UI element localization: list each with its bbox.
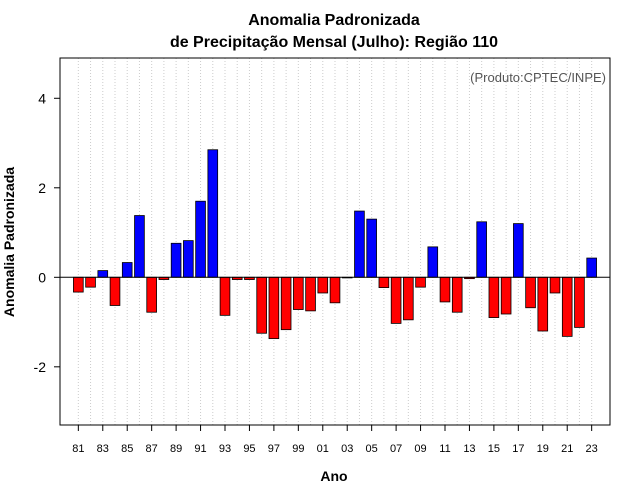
bar-2020 — [549, 276, 561, 294]
x-tick-label: 15 — [488, 443, 500, 455]
y-axis: -2 0 2 4 — [34, 90, 60, 375]
x-tick-label: 11 — [439, 443, 450, 455]
x-tick-label: 83 — [97, 443, 109, 455]
bar-2010 — [427, 246, 439, 278]
bar-1986 — [134, 215, 145, 278]
bar-2009 — [415, 276, 426, 288]
x-tick-label: 99 — [292, 443, 304, 455]
bar-2014 — [476, 221, 487, 278]
bar-2006 — [378, 276, 390, 288]
x-tick-label: 91 — [194, 443, 206, 455]
bar-2022 — [574, 276, 585, 328]
bar-2004 — [354, 210, 365, 278]
y-tick-label: 2 — [38, 180, 46, 196]
bar-1991 — [195, 200, 206, 278]
bar-1999 — [293, 276, 304, 310]
x-tick-label: 87 — [146, 443, 158, 455]
x-tick-label: 17 — [512, 443, 524, 455]
bar-2019 — [537, 276, 549, 332]
bar-1989 — [170, 242, 182, 278]
bar-2016 — [500, 276, 512, 315]
bar-1983 — [97, 270, 109, 278]
bar-2011 — [439, 276, 451, 303]
bar-1987 — [146, 276, 157, 313]
x-tick-label: 89 — [170, 443, 182, 455]
bar-2005 — [366, 218, 377, 278]
bar-1990 — [183, 240, 194, 278]
bar-2023 — [586, 257, 597, 278]
bar-2012 — [451, 276, 463, 313]
bar-series — [73, 149, 597, 340]
bar-1982 — [85, 276, 96, 288]
bar-1984 — [109, 276, 121, 306]
y-axis-title: Anomalia Padronizada — [1, 167, 17, 317]
x-tick-label: 19 — [537, 443, 549, 455]
bar-2017 — [513, 223, 524, 278]
x-tick-label: 21 — [561, 443, 573, 455]
x-tick-label: 81 — [72, 443, 84, 455]
bar-1996 — [256, 276, 267, 334]
bar-2007 — [390, 276, 402, 324]
x-axis-title: Ano — [320, 468, 347, 484]
bar-1985 — [121, 262, 133, 278]
x-tick-label: 13 — [463, 443, 475, 455]
bar-1981 — [73, 276, 84, 293]
plot-frame — [59, 57, 611, 426]
x-tick-label: 23 — [586, 443, 598, 455]
y-tick-label: 0 — [38, 269, 46, 285]
x-tick-label: 03 — [341, 443, 353, 455]
x-tick-label: 05 — [366, 443, 378, 455]
y-tick-label: 4 — [38, 90, 46, 106]
credit-label: (Produto:CPTEC/INPE) — [470, 70, 606, 85]
bar-2002 — [329, 276, 341, 304]
bar-1993 — [219, 276, 231, 316]
bar-2018 — [525, 276, 536, 309]
x-tick-label: 93 — [219, 443, 231, 455]
x-tick-label: 09 — [414, 443, 426, 455]
x-tick-label: 85 — [121, 443, 133, 455]
bar-2015 — [488, 276, 500, 318]
bar-1997 — [268, 276, 280, 340]
bar-2021 — [561, 276, 573, 337]
chart-title-line-1: Anomalia Padronizada — [248, 12, 420, 29]
x-tick-label: 07 — [390, 443, 402, 455]
bar-2000 — [305, 276, 316, 312]
x-tick-label: 95 — [243, 443, 255, 455]
bar-2008 — [403, 276, 414, 321]
bar-1998 — [280, 276, 292, 331]
x-axis: 81 83 85 87 89 91 93 95 97 99 01 03 05 07 09 11 13 15 17 19… — [72, 425, 598, 455]
chart-title-line-2: de Precipitação Mensal (Julho): Região 1… — [170, 34, 498, 51]
x-tick-label: 01 — [317, 443, 329, 455]
bar-2001 — [317, 276, 329, 294]
y-tick-label: -2 — [34, 359, 47, 375]
bar-1992 — [207, 149, 219, 278]
x-tick-label: 97 — [268, 443, 280, 455]
